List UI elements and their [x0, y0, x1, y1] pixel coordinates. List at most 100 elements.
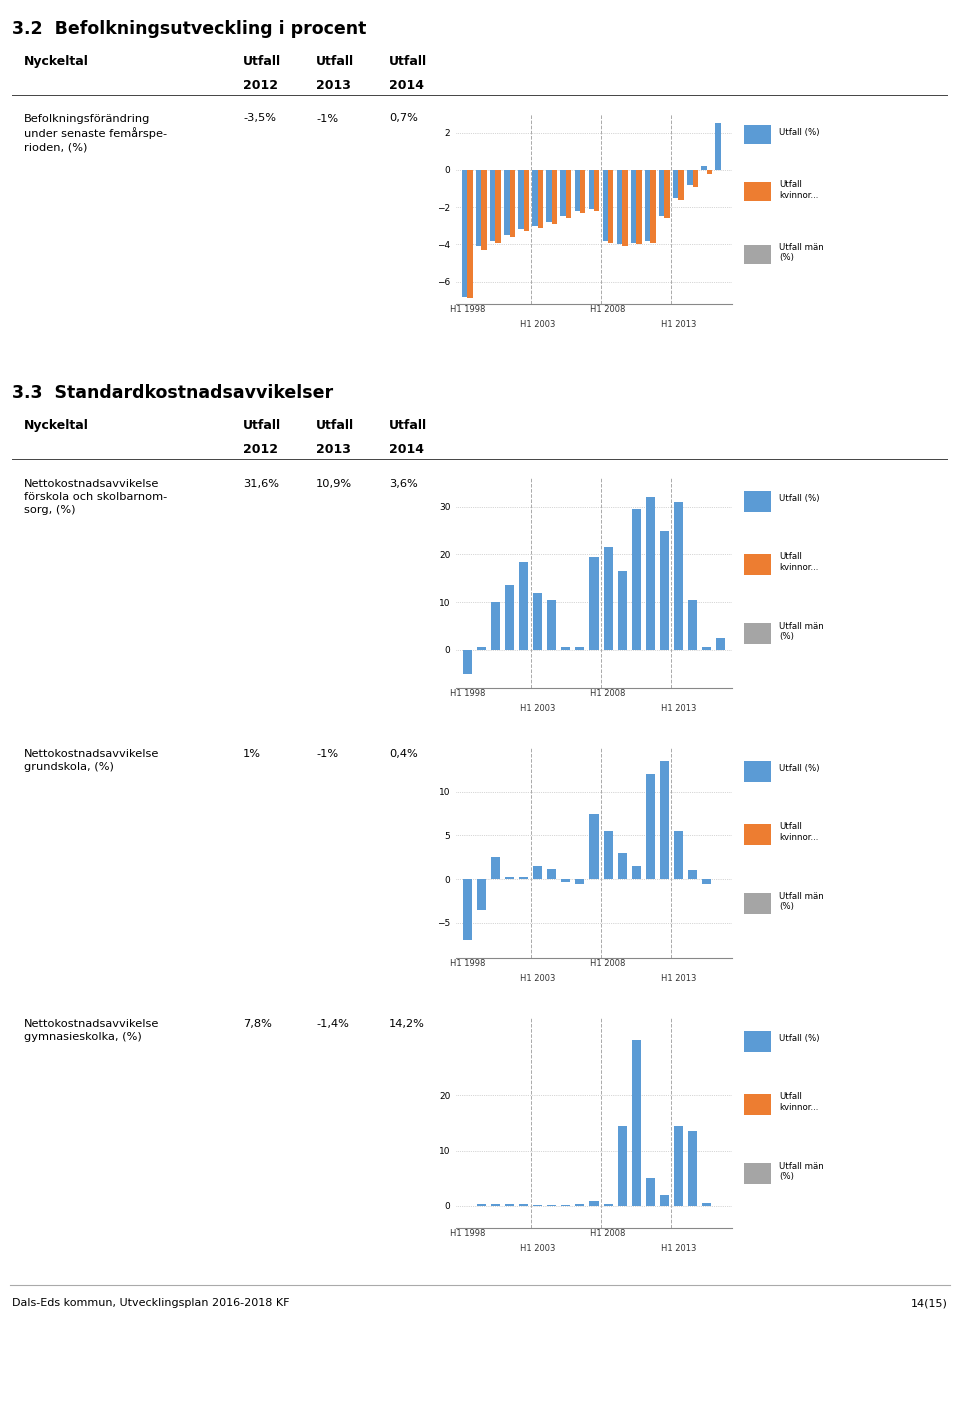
Bar: [744, 823, 771, 844]
Text: Utfall (%): Utfall (%): [779, 1034, 819, 1044]
Bar: [664, 169, 670, 218]
Bar: [505, 877, 515, 879]
Bar: [547, 869, 557, 879]
Text: 14(15): 14(15): [911, 1299, 948, 1309]
Bar: [608, 169, 613, 242]
Text: H1 2003: H1 2003: [520, 1243, 556, 1253]
Bar: [716, 638, 726, 649]
Text: Utfall (%): Utfall (%): [779, 494, 819, 504]
Text: 10,9%: 10,9%: [316, 478, 352, 488]
Text: 1%: 1%: [243, 749, 261, 759]
Text: Utfall: Utfall: [243, 419, 281, 431]
Bar: [562, 648, 570, 649]
Text: Utfall: Utfall: [389, 56, 427, 68]
Bar: [523, 169, 529, 231]
Bar: [490, 169, 495, 241]
Bar: [589, 813, 599, 879]
Bar: [477, 648, 486, 649]
Bar: [510, 169, 515, 236]
Bar: [744, 554, 771, 575]
Text: Utfall män
(%): Utfall män (%): [779, 1162, 824, 1180]
Bar: [533, 592, 542, 649]
Text: Utfall (%): Utfall (%): [779, 765, 819, 773]
Bar: [715, 124, 721, 169]
Text: H1 1998: H1 1998: [449, 305, 485, 313]
Bar: [674, 832, 684, 879]
Bar: [674, 1126, 684, 1206]
Bar: [604, 832, 612, 879]
Bar: [580, 169, 586, 212]
Bar: [744, 125, 771, 144]
Bar: [518, 169, 523, 229]
Bar: [533, 866, 542, 879]
Text: H1 1998: H1 1998: [449, 1229, 485, 1237]
Text: 0,7%: 0,7%: [389, 114, 419, 124]
Bar: [645, 169, 650, 241]
Text: 2012: 2012: [243, 443, 278, 456]
Bar: [673, 169, 679, 198]
Bar: [561, 169, 565, 216]
Text: H1 1998: H1 1998: [449, 958, 485, 968]
Bar: [631, 169, 636, 242]
Bar: [617, 571, 627, 649]
Bar: [505, 1205, 515, 1206]
Bar: [692, 169, 698, 187]
Bar: [617, 853, 627, 879]
Bar: [660, 531, 669, 649]
Bar: [575, 1205, 585, 1206]
Bar: [679, 169, 684, 199]
Text: Utfall män
(%): Utfall män (%): [779, 891, 824, 911]
Text: 2013: 2013: [316, 78, 351, 93]
Bar: [562, 879, 570, 881]
Bar: [744, 491, 771, 511]
Bar: [462, 169, 468, 296]
Bar: [702, 1203, 711, 1206]
Text: H1 2003: H1 2003: [520, 703, 556, 713]
Bar: [589, 1202, 599, 1206]
Bar: [632, 866, 641, 879]
Bar: [603, 169, 608, 241]
Bar: [491, 1205, 500, 1206]
Bar: [463, 649, 472, 674]
Bar: [674, 501, 684, 649]
Text: 2012: 2012: [243, 78, 278, 93]
Bar: [495, 169, 501, 242]
Bar: [617, 1126, 627, 1206]
Bar: [477, 1205, 486, 1206]
Text: H1 2013: H1 2013: [660, 1243, 696, 1253]
Bar: [660, 169, 664, 216]
Bar: [504, 169, 510, 235]
Bar: [688, 1131, 697, 1206]
Text: H1 2013: H1 2013: [660, 320, 696, 329]
Bar: [604, 547, 612, 649]
Bar: [744, 245, 771, 263]
Bar: [702, 167, 707, 169]
Text: 7,8%: 7,8%: [243, 1020, 272, 1030]
Text: Nettokostnadsavvikelse
gymnasieskolka, (%): Nettokostnadsavvikelse gymnasieskolka, (…: [24, 1020, 159, 1042]
Bar: [744, 182, 771, 201]
Text: H1 2008: H1 2008: [590, 305, 626, 313]
Bar: [565, 169, 571, 218]
Bar: [688, 600, 697, 649]
Bar: [744, 622, 771, 644]
Bar: [519, 877, 528, 879]
Bar: [744, 760, 771, 782]
Bar: [660, 1195, 669, 1206]
Bar: [481, 169, 487, 251]
Text: 2014: 2014: [389, 443, 424, 456]
Bar: [702, 879, 711, 884]
Bar: [604, 1205, 612, 1206]
Bar: [707, 169, 712, 174]
Text: H1 2008: H1 2008: [590, 958, 626, 968]
Text: 2013: 2013: [316, 443, 351, 456]
Bar: [646, 1178, 655, 1206]
Bar: [744, 1163, 771, 1183]
Text: 14,2%: 14,2%: [389, 1020, 425, 1030]
Bar: [636, 169, 641, 245]
Text: 3.2  Befolkningsutveckling i procent: 3.2 Befolkningsutveckling i procent: [12, 20, 367, 37]
Text: Dals-Eds kommun, Utvecklingsplan 2016-2018 KF: Dals-Eds kommun, Utvecklingsplan 2016-20…: [12, 1299, 290, 1309]
Text: Utfall
kvinnor...: Utfall kvinnor...: [779, 822, 818, 842]
Text: 3.3  Standardkostnadsavvikelser: 3.3 Standardkostnadsavvikelser: [12, 383, 333, 402]
Bar: [687, 169, 692, 185]
Text: Utfall
kvinnor...: Utfall kvinnor...: [779, 553, 818, 571]
